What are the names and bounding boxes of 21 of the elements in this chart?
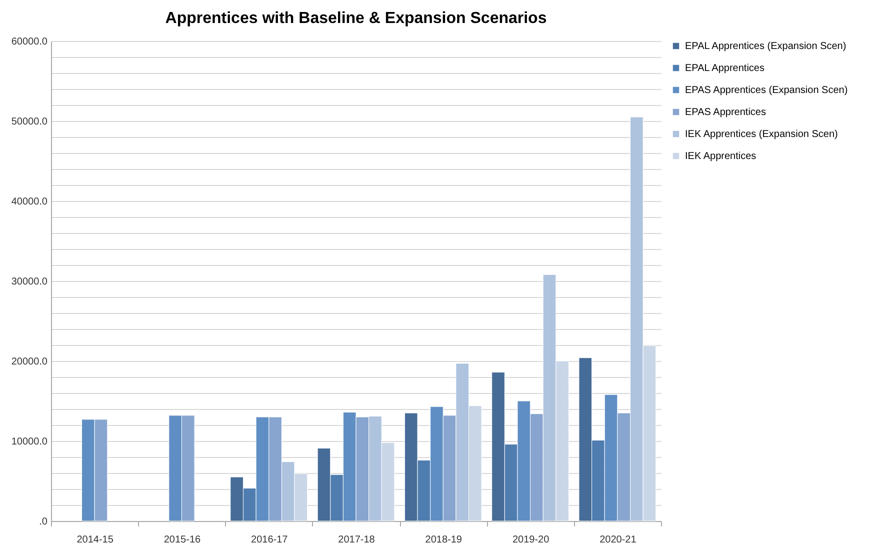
- y-tick-label: .0: [39, 516, 48, 528]
- legend-label: IEK Apprentices: [685, 151, 756, 162]
- x-tick-label: 2015-16: [164, 534, 201, 546]
- legend-label: IEK Apprentices (Expansion Scen): [685, 129, 838, 140]
- legend-label: EPAS Apprentices: [685, 107, 766, 118]
- x-tick-label: 2017-18: [338, 534, 376, 546]
- x-tick-label: 2020-21: [600, 534, 637, 546]
- legend-label: EPAS Apprentices (Expansion Scen): [685, 85, 848, 96]
- y-tick-label: 60000.0: [11, 36, 48, 48]
- y-tick-label: 50000.0: [11, 116, 48, 128]
- x-tick-label: 2019-20: [512, 534, 550, 546]
- legend-label: EPAL Apprentices (Expansion Scen): [685, 41, 846, 52]
- y-tick-label: 30000.0: [11, 276, 48, 288]
- y-tick-label: 10000.0: [11, 436, 48, 448]
- x-tick-label: 2016-17: [251, 534, 288, 546]
- y-tick-label: 20000.0: [11, 356, 48, 368]
- chart-title: Apprentices with Baseline & Expansion Scenarios: [165, 10, 547, 27]
- y-tick-label: 40000.0: [11, 196, 48, 208]
- x-tick-label: 2018-19: [425, 534, 462, 546]
- legend-label: EPAL Apprentices: [685, 63, 764, 74]
- x-tick-label: 2014-15: [76, 534, 114, 546]
